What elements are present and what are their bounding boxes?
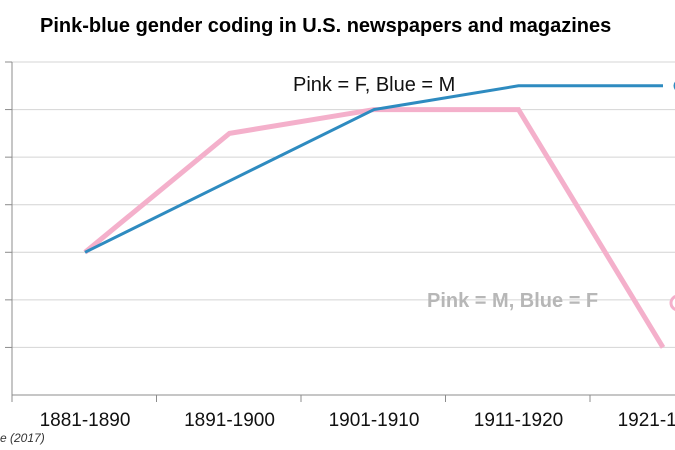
x-tick-label: 1911-1920 [474,410,563,431]
series-end-markers [669,80,675,311]
end-marker [669,295,675,311]
x-tick-label: 1881-1890 [40,410,131,431]
series-lines [83,84,666,349]
x-tick-label: 1891-1900 [184,410,275,431]
annotation-pink-f-blue-m: Pink = F, Blue = M [293,74,455,96]
gridlines [5,61,675,348]
x-tick-label: 1901-1910 [329,410,420,431]
chart-title: Pink-blue gender coding in U.S. newspape… [40,15,611,37]
annotation-pink-m-blue-f: Pink = M, Blue = F [427,290,598,312]
x-axis-ticks: 1881-1890 1891-1900 1901-1910 1911-1920 1921… [11,395,675,431]
x-tick-label: 1921-1930 [618,410,675,431]
series-line [84,84,663,254]
source-note: e (2017) [0,431,45,445]
